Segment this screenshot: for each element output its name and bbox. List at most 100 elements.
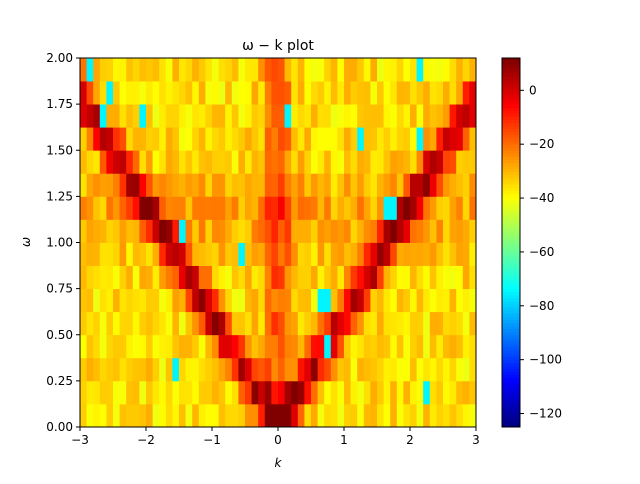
heatmap-cell <box>423 150 431 174</box>
heatmap-cell <box>205 265 213 290</box>
heatmap-cell <box>146 288 153 313</box>
colorbar-tick-label: −120 <box>529 407 562 421</box>
heatmap-cell <box>146 380 153 405</box>
heatmap-cell <box>119 334 127 359</box>
colorbar-segment <box>502 239 520 244</box>
x-tick-label: −2 <box>137 433 155 447</box>
heatmap-cell <box>113 357 120 382</box>
colorbar-segment <box>502 356 520 360</box>
heatmap-cell <box>251 127 259 151</box>
heatmap-cell <box>363 288 371 313</box>
heatmap-cell <box>390 242 398 266</box>
heatmap-cell <box>278 311 285 336</box>
heatmap-cell <box>212 242 219 266</box>
heatmap-cell <box>423 173 431 197</box>
heatmap-cell <box>165 127 173 151</box>
heatmap-cell <box>396 403 404 428</box>
heatmap-cell <box>363 104 371 128</box>
heatmap-cell <box>212 58 219 82</box>
heatmap-cell <box>462 311 470 336</box>
heatmap-cell <box>311 150 318 174</box>
heatmap-cell <box>218 403 226 428</box>
colorbar-segment <box>502 128 520 133</box>
colorbar-segment <box>502 399 520 403</box>
heatmap-cell <box>119 104 127 128</box>
heatmap-cell <box>396 173 404 197</box>
heatmap-cell <box>185 380 193 405</box>
heatmap-cell <box>363 81 371 105</box>
heatmap-cell <box>449 403 457 428</box>
heatmap-cell <box>317 334 325 359</box>
heatmap-cell <box>423 265 431 290</box>
colorbar-ticks: 0 −20 −40 −60 −80 −100 −120 <box>520 83 562 421</box>
heatmap-cell <box>317 265 325 290</box>
heatmap-cell <box>198 173 206 197</box>
colorbar-segment <box>502 393 520 397</box>
colorbar-segment <box>502 390 520 394</box>
heatmap-cell <box>324 127 332 151</box>
colorbar-tick-label: −40 <box>529 191 554 205</box>
heatmap-cell <box>212 173 219 197</box>
heatmap-cell <box>198 334 206 359</box>
heatmap-cell <box>86 380 94 405</box>
heatmap-cell <box>416 196 424 220</box>
heatmap-cell <box>330 357 338 382</box>
heatmap-cell <box>337 242 345 266</box>
heatmap-cell <box>436 219 444 243</box>
heatmap-cell <box>264 380 272 405</box>
heatmap-cell <box>198 81 206 105</box>
heatmap-cell <box>449 265 457 290</box>
heatmap-cell <box>179 288 186 313</box>
heatmap-cell <box>469 58 477 82</box>
heatmap-cell <box>231 127 239 151</box>
heatmap-cell <box>390 173 398 197</box>
heatmap-cell <box>423 127 431 151</box>
heatmap-cell <box>106 357 114 382</box>
heatmap-cell <box>126 219 134 243</box>
heatmap-cell <box>99 150 107 174</box>
heatmap-cell <box>462 219 470 243</box>
heatmap-cell <box>337 357 345 382</box>
colorbar-segment <box>502 362 520 367</box>
heatmap-cell <box>126 357 134 382</box>
heatmap-cell <box>238 357 246 382</box>
heatmap-cell <box>330 127 338 151</box>
heatmap-cell <box>264 265 272 290</box>
heatmap-cell <box>271 265 279 290</box>
heatmap-cell <box>146 311 153 336</box>
heatmap-cell <box>198 403 206 428</box>
heatmap-cell <box>291 173 299 197</box>
heatmap-cell <box>370 357 378 382</box>
heatmap-cell <box>251 380 259 405</box>
heatmap-cell <box>93 265 101 290</box>
heatmap-cell <box>205 196 213 220</box>
heatmap-cell <box>291 265 299 290</box>
heatmap-cell <box>245 242 252 266</box>
colorbar-segment <box>502 217 520 222</box>
heatmap-cell <box>165 196 173 220</box>
heatmap-cell <box>469 81 477 105</box>
heatmap-cell <box>297 242 305 266</box>
heatmap-cell <box>251 58 259 82</box>
heatmap-cell <box>324 104 332 128</box>
heatmap-cell <box>311 242 318 266</box>
heatmap-cell <box>436 242 444 266</box>
colorbar-segment <box>502 368 520 373</box>
heatmap-cell <box>119 173 127 197</box>
heatmap-cell <box>113 127 120 151</box>
heatmap-cell <box>330 81 338 105</box>
heatmap-cell <box>132 265 140 290</box>
heatmap-cell <box>456 196 464 220</box>
heatmap-cell <box>390 288 398 313</box>
heatmap-cell <box>311 265 318 290</box>
heatmap-cell <box>245 127 252 151</box>
heatmap-cell <box>152 242 160 266</box>
heatmap-cell <box>456 150 464 174</box>
heatmap-cell <box>165 403 173 428</box>
heatmap-cell <box>212 196 219 220</box>
heatmap-cell <box>291 104 299 128</box>
colorbar-segment <box>502 353 520 357</box>
heatmap-cell <box>330 58 338 82</box>
heatmap-cell <box>410 403 417 428</box>
heatmap-cell <box>304 173 312 197</box>
